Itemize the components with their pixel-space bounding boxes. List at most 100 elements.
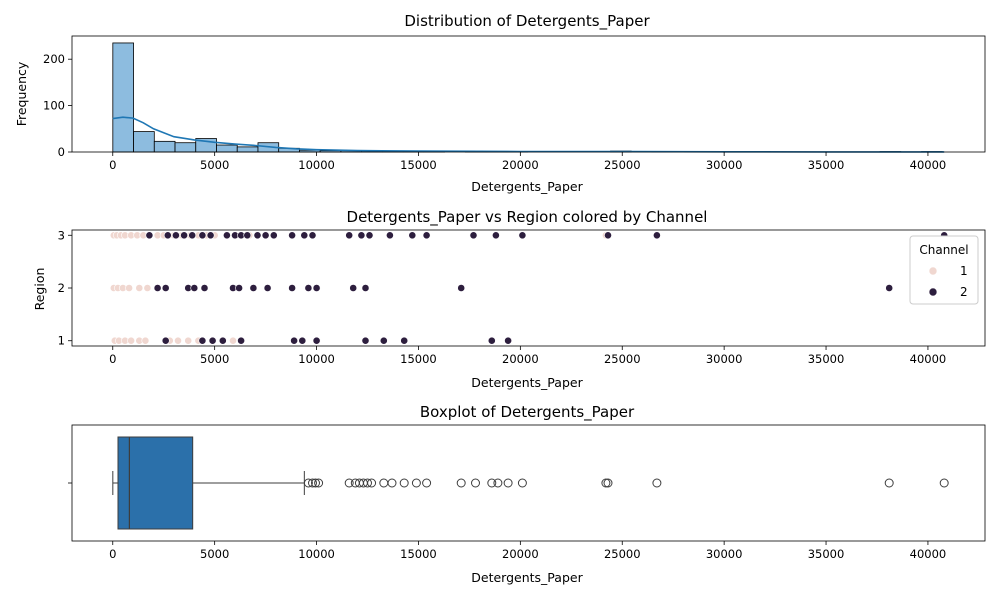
scatter-point-channel-2 — [198, 336, 207, 345]
scatter-point-channel-2 — [300, 231, 309, 240]
histogram-xtick-label: 10000 — [298, 158, 335, 172]
scatter-xtick-label: 40000 — [910, 352, 947, 366]
histogram-xtick-label: 35000 — [808, 158, 845, 172]
legend-title: Channel — [919, 243, 968, 257]
scatter-point-channel-2 — [400, 336, 409, 345]
scatter-point-channel-2 — [161, 336, 170, 345]
histogram-xtick-label: 25000 — [604, 158, 641, 172]
scatter-point-channel-2 — [261, 231, 270, 240]
scatter-point-channel-2 — [312, 336, 321, 345]
legend-marker-1 — [928, 266, 938, 276]
scatter-point-channel-1 — [135, 284, 144, 292]
scatter-point-channel-2 — [237, 336, 245, 345]
scatter-point-channel-2 — [288, 231, 296, 240]
histogram-bar — [153, 140, 176, 153]
scatter-point-channel-1 — [174, 336, 182, 345]
histogram-panel: Distribution of Detergents_Paper 0 100 200… — [14, 12, 986, 194]
scatter-point-channel-2 — [253, 231, 262, 240]
box-outlier — [603, 478, 613, 488]
box-outlier — [387, 478, 397, 488]
scatter-xtick-label: 0 — [109, 352, 116, 366]
box-outlier — [422, 478, 432, 488]
histogram-bar — [236, 146, 259, 153]
scatter-panel: Detergents_Paper vs Region colored by Ch… — [32, 208, 986, 390]
boxplot-xtick-label: 30000 — [706, 547, 743, 561]
scatter-point-channel-2 — [457, 284, 466, 292]
box-outlier — [367, 478, 377, 488]
histogram-bar — [133, 131, 155, 153]
scatter-point-channel-1 — [127, 336, 136, 345]
scatter-ytick-label: 3 — [58, 228, 65, 242]
scatter-point-channel-2 — [208, 336, 217, 345]
scatter-point-channel-2 — [469, 231, 478, 240]
boxplot-xtick-label: 25000 — [604, 547, 641, 561]
box-outlier — [303, 478, 313, 488]
scatter-point-channel-2 — [145, 231, 154, 240]
scatter-point-channel-2 — [171, 231, 180, 240]
scatter-point-channel-2 — [361, 336, 370, 345]
scatter-xtick-label: 15000 — [400, 352, 437, 366]
scatter-point-channel-2 — [385, 231, 394, 240]
kde-line — [112, 116, 945, 153]
scatter-point-channel-2 — [180, 231, 188, 240]
scatter-xtick-label: 25000 — [604, 352, 641, 366]
box-outlier — [399, 478, 409, 488]
scatter-point-channel-2 — [206, 231, 215, 240]
box-outlier — [884, 478, 894, 488]
scatter-xlabel: Detergents_Paper — [471, 375, 583, 390]
scatter-point-channel-2 — [290, 336, 298, 345]
box-outlier — [652, 478, 662, 488]
histogram-xtick-label: 30000 — [706, 158, 743, 172]
boxplot-title: Boxplot of Detergents_Paper — [420, 403, 635, 422]
boxplot-xtick-label: 20000 — [502, 547, 539, 561]
box-outlier — [379, 478, 389, 488]
boxplot-xtick-label: 40000 — [910, 547, 947, 561]
boxplot-xtick-label: 35000 — [808, 547, 845, 561]
scatter-point-channel-2 — [604, 231, 612, 240]
box-outlier — [411, 478, 421, 488]
scatter-point-channel-2 — [408, 231, 417, 240]
boxplot-xtick-label: 15000 — [400, 547, 437, 561]
scatter-point-channel-2 — [288, 284, 296, 292]
scatter-point-channel-2 — [163, 231, 172, 240]
box-outlier — [314, 478, 324, 488]
histogram-ytick-label: 100 — [43, 99, 65, 113]
histogram-bar — [174, 142, 197, 153]
scatter-xtick-label: 10000 — [298, 352, 335, 366]
scatter-point-channel-2 — [243, 231, 252, 240]
scatter-xtick-label: 20000 — [502, 352, 539, 366]
scatter-ylabel: Region — [32, 268, 47, 311]
histogram-ylabel: Frequency — [14, 61, 29, 126]
box-outlier — [503, 478, 513, 488]
box-outlier — [517, 478, 527, 488]
scatter-xtick-label: 35000 — [808, 352, 845, 366]
boxplot-xtick-label: 0 — [109, 547, 116, 561]
scatter-point-channel-2 — [361, 284, 370, 292]
scatter-point-channel-2 — [491, 231, 500, 240]
legend-marker-2 — [928, 287, 938, 297]
histogram-bar — [112, 42, 134, 153]
scatter-point-channel-2 — [487, 336, 496, 345]
legend-label-2: 2 — [960, 285, 968, 299]
box-outlier — [939, 478, 949, 488]
scatter-point-channel-2 — [885, 284, 894, 292]
box-outlier — [363, 478, 372, 488]
scatter-xtick-label: 30000 — [706, 352, 743, 366]
histogram-xtick-label: 15000 — [400, 158, 437, 172]
scatter-point-channel-2 — [263, 284, 272, 292]
histogram-ytick-label: 200 — [43, 52, 65, 66]
box-outlier — [601, 478, 611, 488]
scatter-point-channel-1 — [141, 336, 150, 345]
box-outlier — [487, 478, 497, 488]
histogram-bar — [216, 144, 238, 153]
scatter-point-channel-2 — [312, 284, 321, 292]
scatter-point-channel-2 — [653, 231, 661, 240]
scatter-point-channel-2 — [422, 231, 431, 240]
legend-frame — [909, 235, 979, 305]
scatter-point-channel-2 — [222, 231, 231, 240]
scatter-point-channel-2 — [200, 284, 209, 292]
scatter-point-channel-2 — [349, 284, 358, 292]
boxplot-frame — [71, 424, 986, 542]
histogram-frame — [71, 35, 986, 153]
scatter-xtick-label: 5000 — [200, 352, 229, 366]
